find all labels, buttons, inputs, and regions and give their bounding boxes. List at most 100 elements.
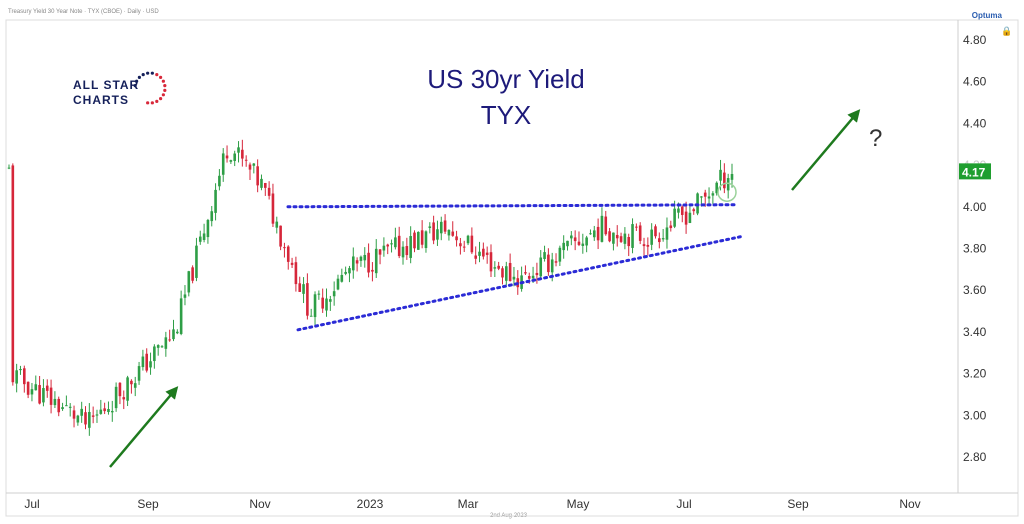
candle-body xyxy=(340,274,344,282)
candle-body xyxy=(608,231,611,242)
candle-body xyxy=(589,233,592,235)
candle-body xyxy=(244,159,248,161)
candle-body xyxy=(279,225,282,247)
arrows-group xyxy=(109,109,861,468)
y-tick-label: 4.60 xyxy=(963,75,987,89)
candle-body xyxy=(439,221,443,234)
candle-body xyxy=(241,149,244,159)
candle-body xyxy=(654,226,657,237)
logo-line2: CHARTS xyxy=(73,93,129,107)
candle-body xyxy=(348,268,351,274)
candle-body xyxy=(126,377,129,401)
candle-body xyxy=(191,267,194,281)
x-tick-label: Sep xyxy=(137,497,159,511)
candle-body xyxy=(221,153,225,175)
question-mark: ? xyxy=(869,125,883,152)
candle-body xyxy=(627,237,631,247)
candle-body xyxy=(459,243,462,247)
candle-body xyxy=(684,211,688,225)
candle-body xyxy=(202,233,206,240)
candle-body xyxy=(95,414,99,416)
candle-body xyxy=(700,196,703,198)
candle-body xyxy=(344,271,347,274)
trendlines-group xyxy=(286,182,746,332)
breakout-circle xyxy=(717,182,737,202)
logo-dot xyxy=(146,71,150,75)
y-tick-label: 3.00 xyxy=(963,408,987,422)
candle-body xyxy=(547,254,550,273)
candle-body xyxy=(707,196,711,199)
candle-body xyxy=(183,294,187,298)
candle-body xyxy=(7,167,11,169)
candle-body xyxy=(248,164,252,170)
candle-body xyxy=(374,248,378,274)
candle-body xyxy=(470,235,474,253)
candle-body xyxy=(386,244,390,247)
candle-body xyxy=(612,232,615,244)
candle-body xyxy=(168,339,171,341)
logo-dot xyxy=(146,101,150,105)
candle-body xyxy=(443,220,447,232)
candle-body xyxy=(378,249,382,255)
candle-body xyxy=(677,208,680,213)
candle-body xyxy=(336,278,340,290)
candle-body xyxy=(206,219,210,238)
candle-body xyxy=(256,166,259,186)
last-price-badge xyxy=(959,163,991,180)
x-tick-label: 2023 xyxy=(357,497,384,511)
candle-body xyxy=(600,215,604,242)
candle-body xyxy=(80,408,83,416)
arrow-up-right xyxy=(791,109,861,191)
candle-body xyxy=(114,386,118,409)
candle-body xyxy=(42,388,45,403)
candle-body xyxy=(524,272,527,274)
candle-body xyxy=(99,409,103,414)
candle-body xyxy=(665,227,669,240)
candle-body xyxy=(298,283,302,292)
candle-body xyxy=(512,276,516,280)
candle-body xyxy=(283,247,286,249)
candle-body xyxy=(34,384,38,391)
candle-body xyxy=(531,275,535,279)
candle-body xyxy=(329,299,332,302)
candle-body xyxy=(264,182,267,188)
candle-body xyxy=(45,385,49,391)
candle-body xyxy=(558,247,562,262)
candle-body xyxy=(680,206,684,215)
logo: ALL STAR CHARTS xyxy=(70,64,170,114)
candle-body xyxy=(68,406,72,408)
logo-dot xyxy=(159,75,163,79)
candle-body xyxy=(133,383,137,388)
candle-body xyxy=(179,298,183,334)
candle-body xyxy=(351,256,355,271)
candle-body xyxy=(218,175,221,187)
logo-dot xyxy=(137,75,141,79)
y-tick-label: 4.00 xyxy=(963,200,987,214)
candle-body xyxy=(290,262,294,265)
candle-body xyxy=(355,260,359,264)
candle-body xyxy=(382,245,386,251)
candle-body xyxy=(49,387,53,405)
chart-title: US 30yr Yield xyxy=(427,64,585,94)
candle-body xyxy=(554,261,558,263)
candle-body xyxy=(137,366,141,381)
candle-body xyxy=(61,407,64,410)
candles-group xyxy=(7,139,734,436)
candle-body xyxy=(172,329,175,340)
candle-body xyxy=(539,257,543,277)
candle-body xyxy=(577,241,581,245)
candle-body xyxy=(570,235,573,239)
candle-body xyxy=(466,235,470,244)
candle-body xyxy=(550,259,554,273)
candle-body xyxy=(455,236,458,241)
candle-body xyxy=(306,283,309,316)
candle-body xyxy=(596,226,600,241)
candle-body xyxy=(30,389,34,395)
candle-body xyxy=(233,153,236,161)
candle-body xyxy=(715,182,718,194)
logo-dot xyxy=(133,84,137,88)
candle-body xyxy=(53,398,57,406)
candle-body xyxy=(145,353,149,371)
candle-body xyxy=(210,211,214,222)
